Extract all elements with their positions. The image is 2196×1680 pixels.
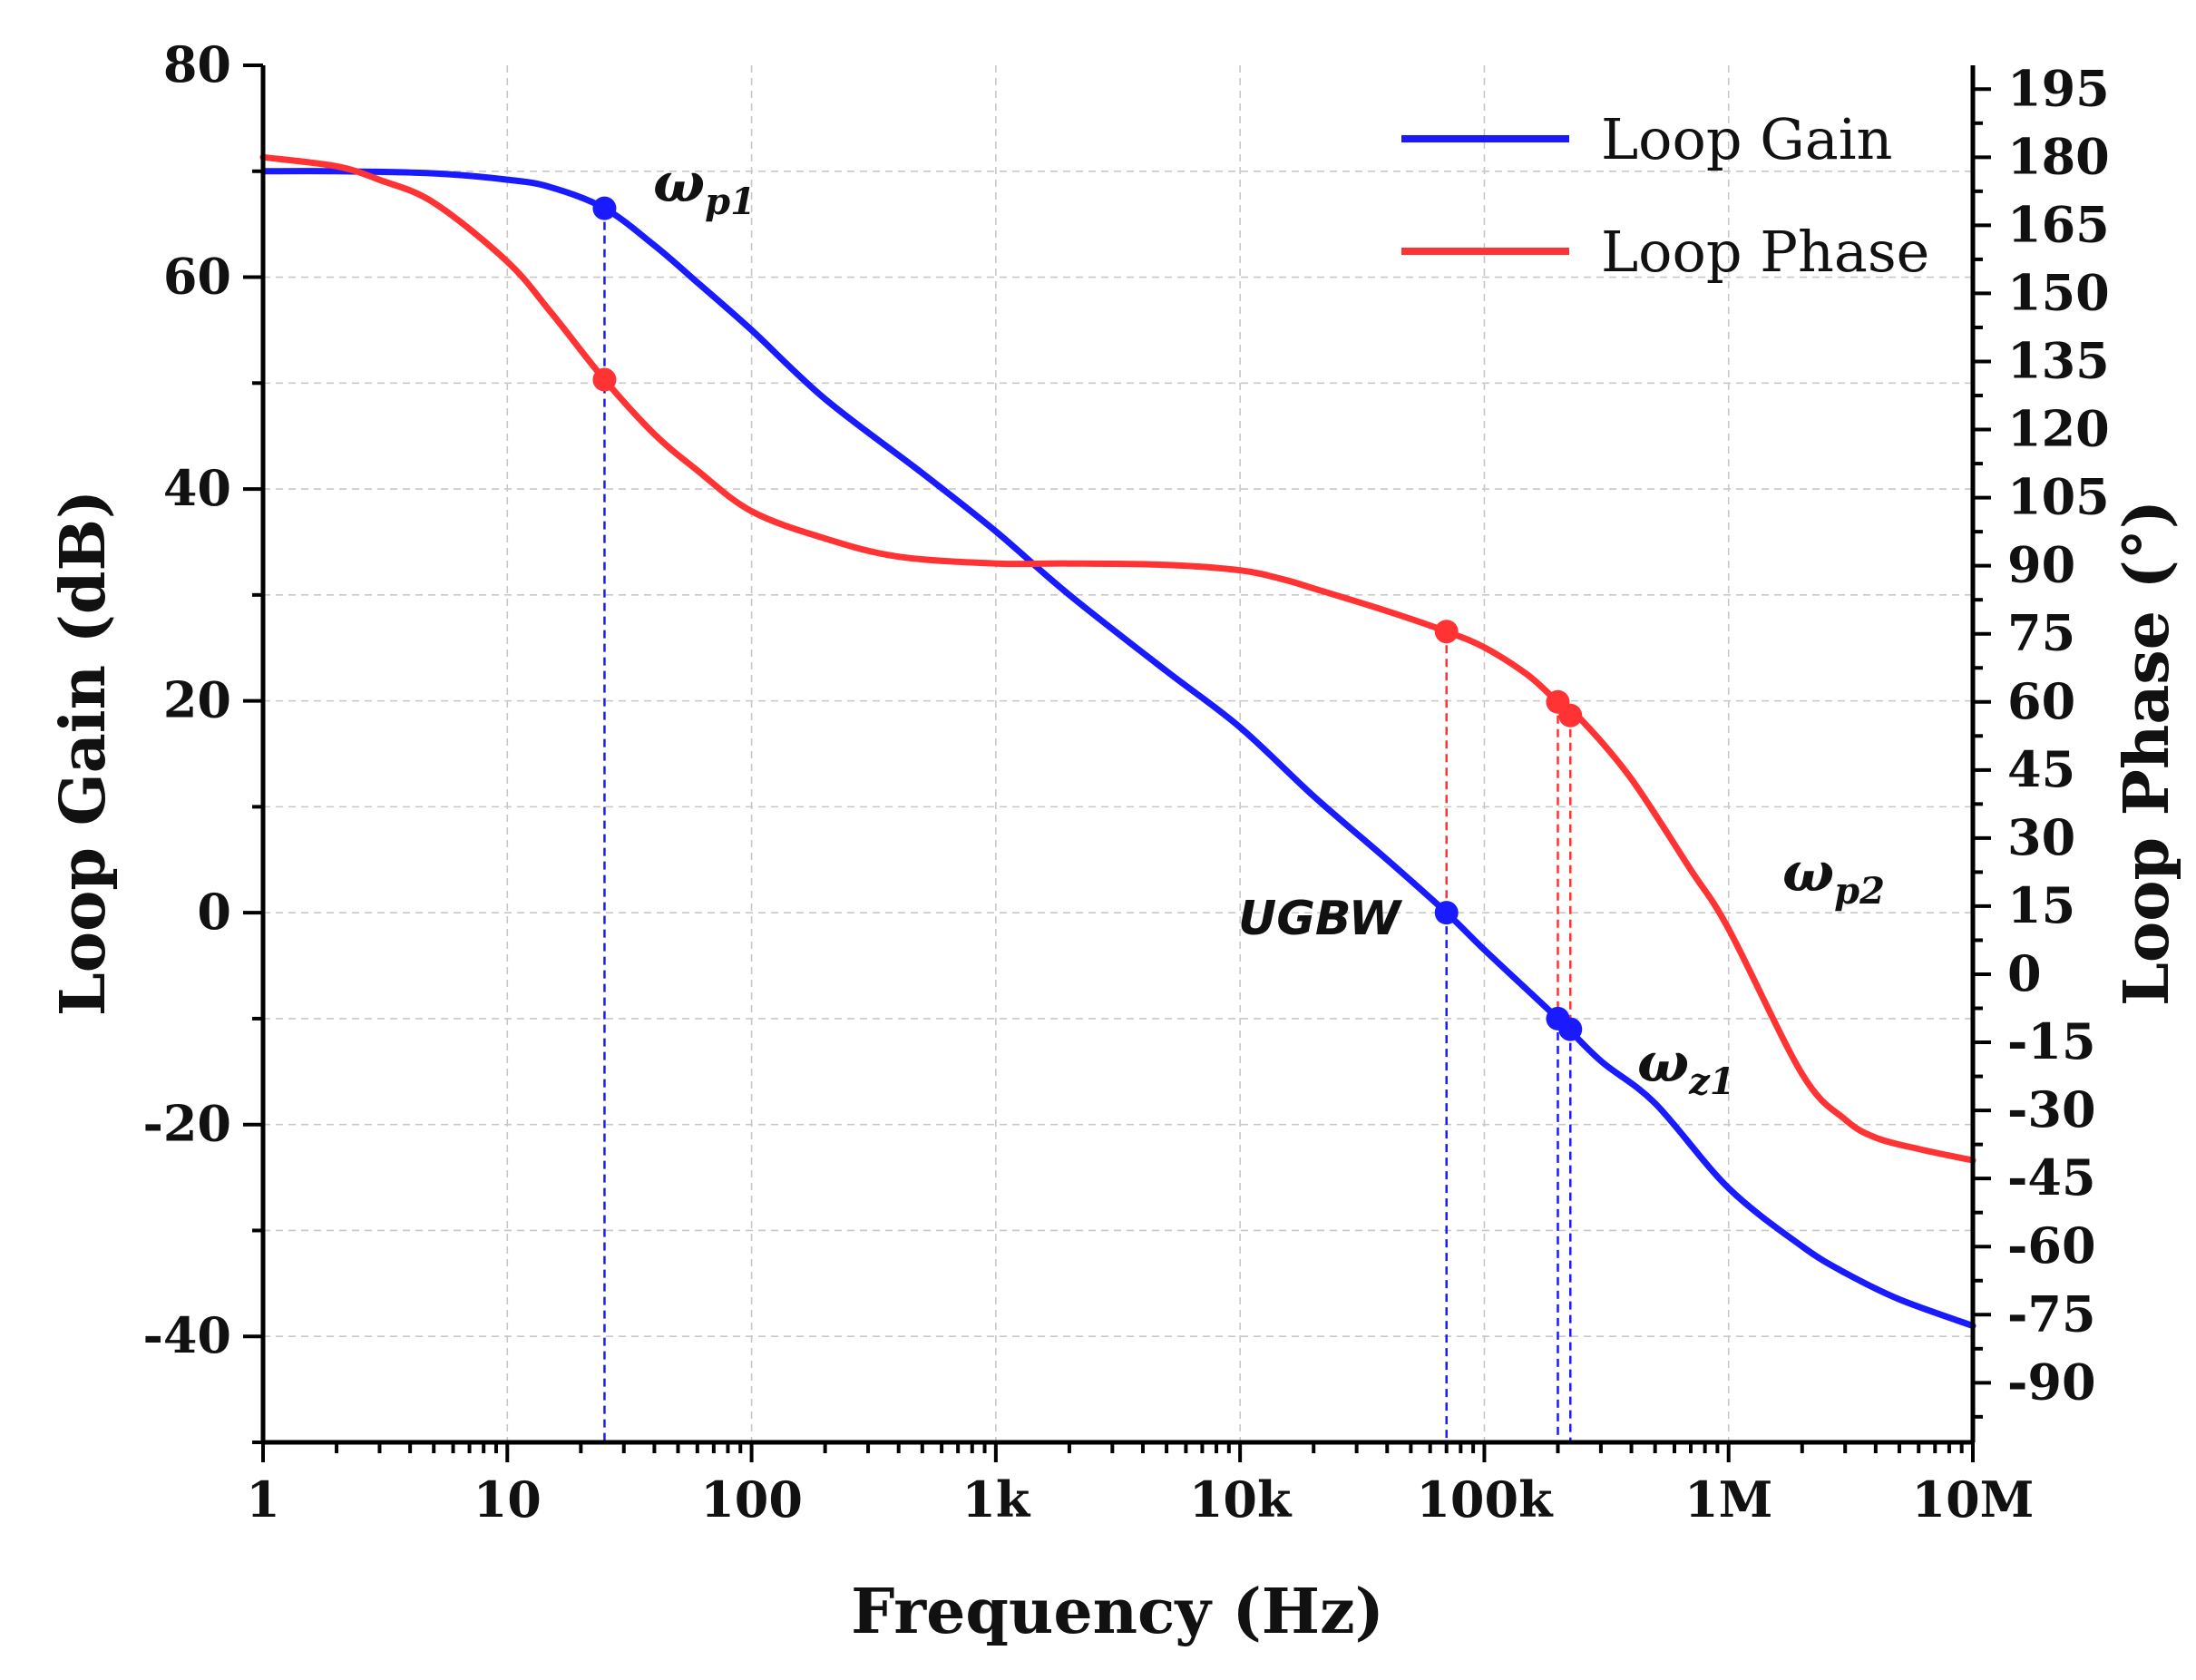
legend-label-loop-phase: Loop Phase (1601, 219, 1929, 285)
x-tick-label: 1k (961, 1470, 1031, 1529)
y-right-tick-label: 135 (2007, 331, 2110, 389)
annotation-wp2: ωp2 (1782, 841, 1885, 913)
y-right-tick-label: 0 (2007, 944, 2042, 1002)
marker-loop-gain (592, 196, 617, 220)
annotation-ugbw: UGBW (1238, 892, 1403, 946)
y-right-tick-label: 30 (2007, 808, 2075, 866)
marker-loop-gain (1558, 1017, 1583, 1041)
y-right-tick-label: 15 (2007, 876, 2075, 934)
y-right-tick-label: -90 (2007, 1353, 2096, 1411)
y-right-tick-label: -30 (2007, 1080, 2096, 1138)
series-line-loop-phase (259, 153, 1976, 1164)
drop-lines (603, 208, 1572, 1442)
annotation-wz1-main: ω (1637, 1031, 1689, 1095)
series-lines (259, 153, 1976, 1330)
y-left-tick-label: 40 (163, 459, 231, 517)
annotations: ωp1 UGBW ωz1 ωp2 (653, 151, 1885, 1103)
ticks: 1 10 100 1k 10k 100k 1M 10M 80 60 40 20 0 -20 -40 195 18… (142, 35, 2109, 1529)
y-left-tick-label: 80 (163, 35, 231, 93)
series-line-loop-gain (259, 168, 1976, 1330)
y-right-tick-label: 60 (2007, 672, 2075, 730)
y-right-tick-label: -45 (2007, 1148, 2096, 1206)
marker-loop-gain (1434, 901, 1459, 925)
y-left-tick-label: 20 (163, 671, 231, 729)
annotation-wp1-sub: p1 (705, 181, 756, 223)
annotation-wp2-main: ω (1782, 841, 1834, 904)
x-tick-label: 10 (473, 1470, 542, 1529)
y-right-tick-label: 90 (2007, 536, 2075, 594)
annotation-wz1-sub: z1 (1688, 1060, 1735, 1103)
grid (263, 65, 1973, 1442)
marker-loop-phase (1434, 620, 1459, 644)
y-left-tick-label: 60 (163, 248, 231, 306)
y-right-tick-label: -15 (2007, 1012, 2096, 1070)
annotation-wp2-sub: p2 (1834, 870, 1885, 913)
y-right-tick-label: -60 (2007, 1216, 2096, 1275)
y-right-tick-label: 45 (2007, 740, 2075, 798)
y-left-tick-label: 0 (197, 883, 231, 941)
x-tick-label: 1M (1684, 1470, 1772, 1529)
x-tick-label: 100k (1416, 1470, 1554, 1529)
y-right-tick-label: 180 (2007, 127, 2110, 185)
left-y-axis-title: Loop Gain (dB) (47, 490, 120, 1016)
x-tick-label: 1 (246, 1470, 280, 1529)
annotation-wp1: ωp1 (653, 151, 756, 223)
marker-loop-phase (592, 367, 617, 392)
y-right-tick-label: 120 (2007, 400, 2110, 458)
marker-loop-phase (1558, 703, 1583, 728)
y-right-tick-label: 150 (2007, 263, 2110, 321)
markers (592, 196, 1583, 1041)
y-right-tick-label: -75 (2007, 1284, 2096, 1343)
y-right-tick-label: 195 (2007, 59, 2110, 117)
legend-label-loop-gain: Loop Gain (1601, 106, 1892, 172)
x-tick-label: 10k (1189, 1470, 1293, 1529)
right-y-axis-title: Loop Phase (°) (2111, 500, 2183, 1006)
x-tick-label: 10M (1912, 1470, 2035, 1529)
y-left-tick-label: -40 (142, 1306, 231, 1364)
y-right-tick-label: 105 (2007, 468, 2110, 526)
y-left-tick-label: -20 (142, 1095, 231, 1153)
annotation-wp1-main: ω (653, 151, 705, 215)
legend: Loop Gain Loop Phase (1401, 106, 1929, 285)
x-axis-title: Frequency (Hz) (851, 1576, 1384, 1648)
x-tick-label: 100 (700, 1470, 803, 1529)
y-right-tick-label: 75 (2007, 604, 2075, 662)
y-right-tick-label: 165 (2007, 195, 2110, 253)
annotation-wz1: ωz1 (1637, 1031, 1735, 1103)
